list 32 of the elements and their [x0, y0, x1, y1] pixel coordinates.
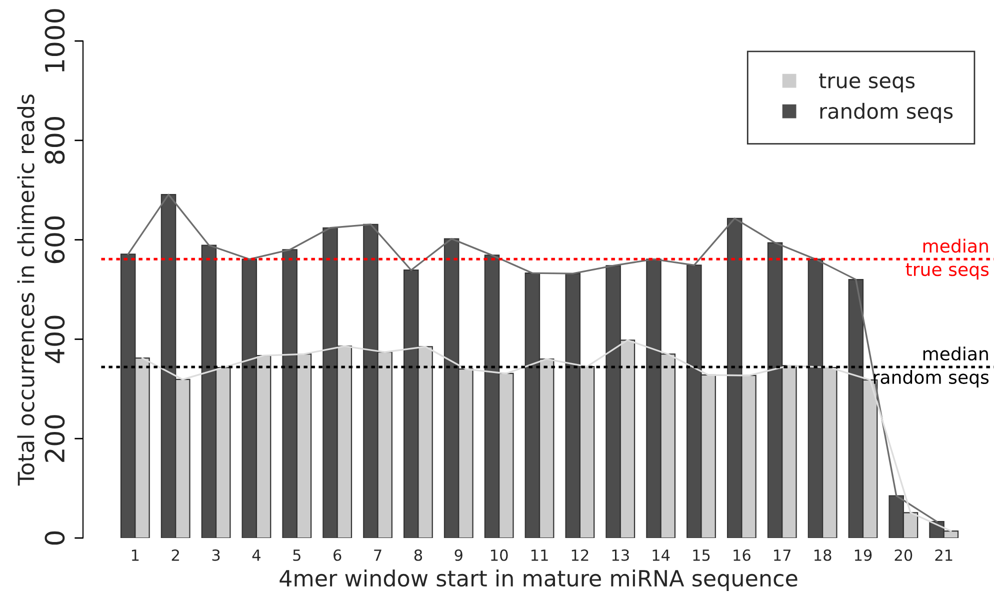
x-tick-label: 1 [132, 550, 139, 561]
y-tick-label: 1000 [44, 9, 65, 72]
x-tick-label: 2 [172, 549, 179, 561]
x-tick-label: 16 [734, 549, 750, 561]
x-tick-label: 15 [693, 550, 710, 561]
legend-label: random seqs [820, 102, 953, 123]
y-axis-title: Total occurrences in chimeric reads [17, 94, 34, 486]
x-axis-title: 4mer window start in mature miRNA sequence [280, 569, 798, 591]
y-tick-label: 200 [44, 415, 65, 462]
x-tick-label: 11 [531, 550, 548, 561]
x-tick-label: 3 [212, 549, 220, 561]
x-tick-label: 18 [814, 549, 832, 561]
x-tick-label: 12 [572, 549, 588, 561]
x-tick-label: 4 [252, 550, 260, 561]
legend-label: true seqs [819, 73, 915, 92]
x-tick-label: 21 [935, 549, 952, 561]
x-tick-label: 7 [374, 550, 382, 561]
ref-line-label: median true seqs [906, 238, 989, 280]
y-tick-label: 600 [44, 216, 65, 264]
x-tick-label: 17 [774, 550, 791, 561]
x-tick-label: 9 [454, 549, 462, 561]
y-tick-label: 400 [44, 316, 65, 364]
y-tick-label: 800 [44, 116, 65, 164]
x-tick-label: 8 [414, 549, 422, 561]
x-tick-label: 6 [334, 549, 342, 561]
x-tick-label: 5 [293, 550, 300, 561]
y-tick-label: 0 [44, 531, 65, 545]
x-tick-label: 20 [894, 549, 912, 561]
x-tick-label: 10 [491, 549, 508, 561]
x-tick-label: 19 [854, 549, 872, 561]
x-tick-label: 13 [612, 549, 629, 561]
x-tick-label: 14 [652, 550, 670, 561]
